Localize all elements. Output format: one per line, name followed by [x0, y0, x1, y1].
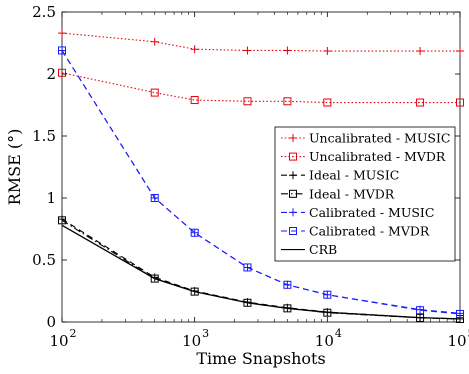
x-tick-label-exponent: 5 — [468, 327, 469, 340]
legend-label-uncalibrated-mvdr: Uncalibrated - MVDR — [309, 149, 446, 164]
series-line-calibrated-mvdr — [61, 50, 461, 315]
x-tick-label-exponent: 3 — [202, 327, 209, 340]
data-point-uncalibrated-mvdr — [323, 98, 332, 107]
series-line-uncalibrated-music — [61, 32, 460, 52]
legend: Uncalibrated - MUSIC Uncalibrated - MVDR I… — [274, 126, 456, 262]
legend-entry-ideal-mvdr: Ideal - MVDR — [281, 186, 395, 201]
y-axis-label: RMSE (°) — [5, 129, 24, 206]
series-line-uncalibrated-mvdr — [61, 72, 460, 104]
data-point-calibrated-mvdr — [58, 46, 66, 55]
data-point-uncalibrated-mvdr — [58, 68, 66, 77]
legend-label-calibrated-music: Calibrated - MUSIC — [309, 205, 434, 220]
y-tick-label: 0.5 — [32, 251, 56, 269]
legend-marker-uncalibrated-mvdr — [289, 152, 297, 161]
legend-marker-calibrated-music — [289, 208, 297, 217]
x-tick-label-exponent: 4 — [335, 327, 342, 340]
legend-label-calibrated-mvdr: Calibrated - MVDR — [309, 224, 430, 239]
ticks-layer: 00.511.522.5102103104105 — [32, 3, 469, 350]
legend-label-ideal-music: Ideal - MUSIC — [309, 168, 399, 183]
data-point-calibrated-mvdr — [283, 280, 292, 289]
legend-entry-calibrated-music: Calibrated - MUSIC — [281, 205, 434, 220]
data-point-uncalibrated-mvdr — [283, 97, 292, 106]
data-point-calibrated-mvdr — [416, 306, 425, 315]
legend-label-ideal-mvdr: Ideal - MVDR — [309, 186, 395, 201]
x-tick-label: 10 — [182, 332, 201, 350]
legend-entry-uncalibrated-mvdr: Uncalibrated - MVDR — [281, 149, 446, 164]
legend-marker-ideal-music — [289, 171, 297, 180]
data-point-uncalibrated-music — [323, 47, 332, 56]
series-uncalibrated-music — [58, 29, 464, 56]
data-point-uncalibrated-music — [456, 47, 464, 56]
series-crb — [61, 224, 461, 320]
data-point-uncalibrated-mvdr — [416, 98, 425, 107]
x-tick-label: 10 — [315, 332, 334, 350]
data-point-uncalibrated-music — [190, 45, 199, 54]
data-point-uncalibrated-mvdr — [243, 97, 252, 106]
data-point-calibrated-music — [190, 228, 199, 237]
y-tick-label: 1.5 — [32, 127, 56, 145]
legend-marker-uncalibrated-music — [289, 134, 297, 142]
data-point-ideal-mvdr — [150, 274, 159, 283]
legend-marker-ideal-mvdr — [289, 189, 297, 198]
series-calibrated-mvdr — [58, 46, 464, 318]
series-line-crb — [61, 224, 461, 320]
legend-label-crb: CRB — [309, 242, 337, 257]
y-tick-label: 0 — [46, 313, 56, 331]
data-point-uncalibrated-music — [243, 46, 252, 55]
data-point-uncalibrated-mvdr — [150, 88, 159, 97]
x-tick-label: 10 — [49, 332, 68, 350]
x-tick-label: 10 — [447, 332, 466, 350]
legend-entry-uncalibrated-music: Uncalibrated - MUSIC — [281, 131, 450, 146]
data-point-uncalibrated-music — [58, 29, 66, 38]
series-uncalibrated-mvdr — [58, 68, 464, 107]
data-point-uncalibrated-music — [283, 46, 292, 55]
axes-frame — [61, 11, 461, 323]
data-point-uncalibrated-music — [150, 37, 159, 46]
legend-marker-calibrated-mvdr — [289, 227, 297, 235]
data-point-uncalibrated-mvdr — [456, 98, 464, 107]
data-point-ideal-mvdr — [58, 216, 66, 225]
legend-box — [274, 126, 456, 262]
data-point-calibrated-mvdr — [243, 263, 252, 272]
data-point-calibrated-mvdr — [323, 290, 332, 299]
legend-entry-crb: CRB — [281, 242, 337, 257]
data-point-calibrated-mvdr — [150, 194, 159, 202]
y-tick-label: 1 — [46, 189, 56, 207]
legend-label-uncalibrated-music: Uncalibrated - MUSIC — [309, 131, 450, 146]
legend-entry-ideal-music: Ideal - MUSIC — [281, 168, 399, 183]
x-axis-label: Time Snapshots — [196, 349, 325, 368]
plot-area-border — [61, 11, 461, 323]
x-tick-label-exponent: 2 — [70, 327, 77, 340]
data-point-uncalibrated-mvdr — [190, 96, 199, 105]
y-tick-label: 2 — [46, 65, 56, 83]
series-layer — [58, 29, 464, 324]
y-tick-label: 2.5 — [32, 3, 56, 21]
data-point-uncalibrated-music — [416, 47, 425, 56]
data-point-ideal-mvdr — [190, 287, 199, 296]
data-point-calibrated-mvdr — [190, 228, 199, 237]
legend-entry-calibrated-mvdr: Calibrated - MVDR — [281, 224, 430, 239]
